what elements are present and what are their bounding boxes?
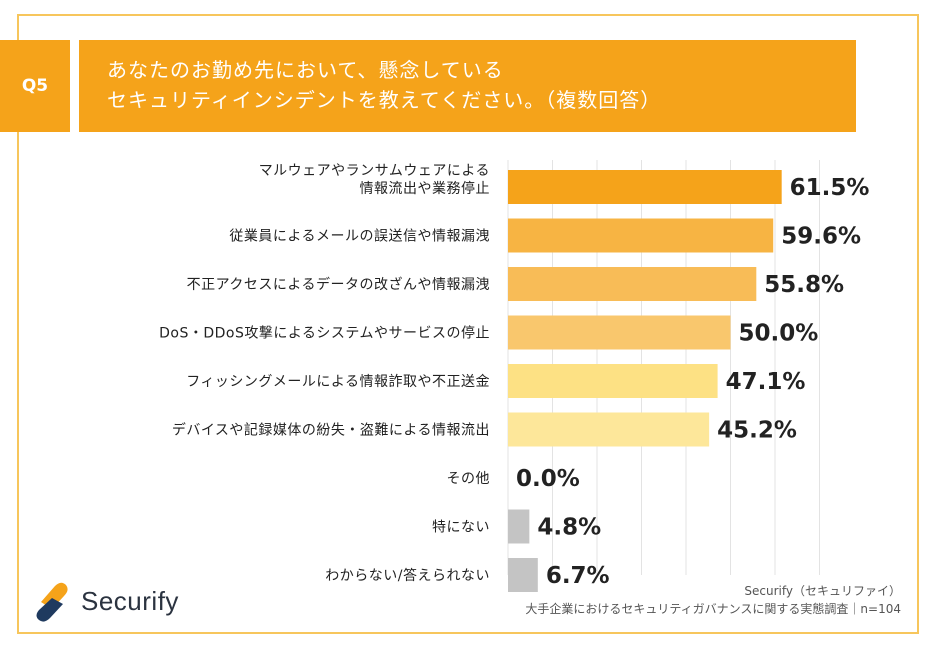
value-label-4: 50.0% (739, 321, 819, 347)
brand: Securify (35, 580, 179, 622)
value-label-6: 45.2% (717, 418, 797, 444)
value-label-2: 59.6% (781, 224, 861, 250)
question-line-1: あなたのお勤め先において、懸念している (107, 58, 504, 82)
category-label-3: 不正アクセスによるデータの改ざんや情報漏洩 (187, 276, 490, 293)
value-labels: 61.5% 59.6% 55.8% 50.0% 47.1% 45.2% 0.0% 4.8% 6.… (516, 175, 869, 589)
source-line-2: 大手企業におけるセキュリティガバナンスに関する実態調査｜n=104 (525, 602, 901, 616)
bar-9 (508, 558, 538, 592)
question-tag: Q5 (0, 40, 70, 132)
source-note: Securify（セキュリファイ） 大手企業におけるセキュリティガバナンスに関す… (525, 582, 901, 618)
category-label-1-line-2: 情報流出や業務停止 (360, 180, 491, 197)
bar-5 (508, 364, 718, 398)
category-label-9: わからない/答えられない (325, 567, 490, 584)
chart-frame (17, 14, 919, 634)
category-label-6: デバイスや記録媒体の紛失・盗難による情報流出 (172, 422, 490, 439)
brand-name: Securify (81, 585, 179, 616)
value-label-3: 55.8% (764, 272, 844, 298)
value-label-1: 61.5% (790, 175, 870, 201)
bar-1 (508, 170, 782, 204)
value-label-5: 47.1% (726, 369, 806, 395)
securify-logo-icon (36, 582, 68, 622)
source-line-1: Securify（セキュリファイ） (744, 584, 901, 598)
question-line-2: セキュリティインシデントを教えてください。（複数回答） (107, 88, 662, 112)
value-label-7: 0.0% (516, 466, 580, 492)
bar-4 (508, 315, 731, 350)
category-label-2: 従業員によるメールの誤送信や情報漏洩 (229, 229, 490, 245)
category-labels: マルウェアやランサムウェアによる情報流出や業務停止従業員によるメールの誤送信や情… (159, 163, 491, 584)
category-label-8: 特にない (432, 520, 490, 536)
category-label-5: フィッシングメールによる情報詐取や不正送金 (186, 374, 490, 390)
category-label-4: DoS・DDoS攻撃によるシステムやサービスの停止 (159, 325, 490, 342)
bar-3 (508, 267, 757, 301)
bar-2 (508, 218, 774, 253)
bar-6 (508, 412, 710, 447)
category-label-1-line-1: マルウェアやランサムウェアによる (259, 163, 490, 179)
value-label-8: 4.8% (537, 515, 601, 541)
category-label-7: その他 (447, 471, 491, 487)
question-banner: あなたのお勤め先において、懸念している セキュリティインシデントを教えてください… (79, 40, 856, 132)
bars (508, 170, 782, 592)
value-label-9: 6.7% (546, 563, 610, 589)
bar-8 (508, 509, 530, 544)
